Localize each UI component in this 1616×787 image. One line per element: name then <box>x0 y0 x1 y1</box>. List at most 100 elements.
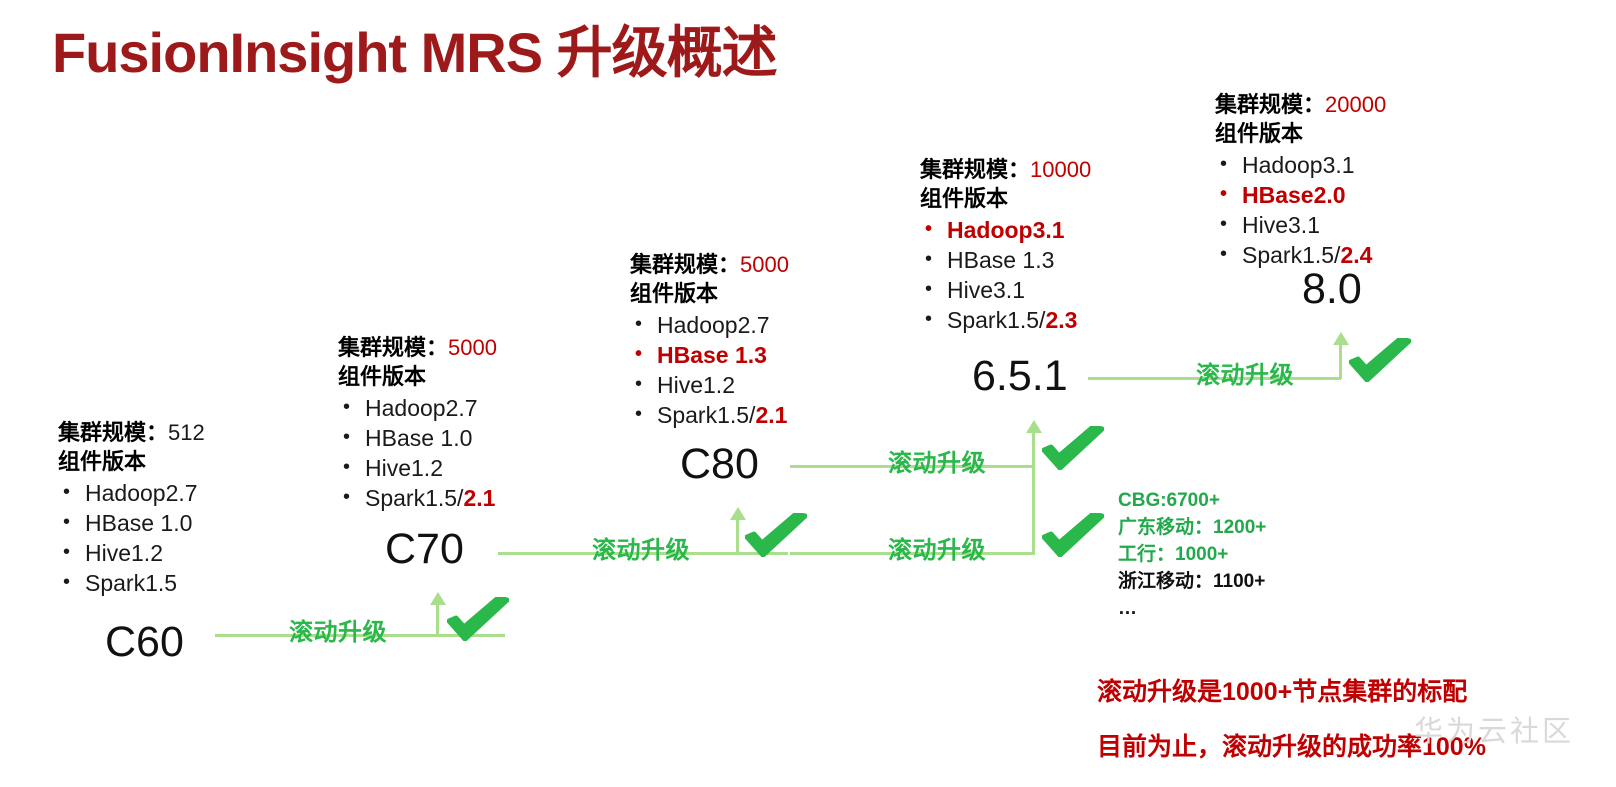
cluster-size-label: 集群规模： <box>630 252 741 277</box>
arrow-riser-651-80 <box>1339 344 1342 379</box>
arrow-head-c70-c80 <box>730 507 746 520</box>
check-icon-c70-c80 <box>744 511 808 558</box>
arrow-head-c60-c70 <box>430 592 446 605</box>
component-name: Hive3.1 <box>1242 212 1320 238</box>
component-name: Spark1.5/ <box>657 402 756 428</box>
arrow-line-c70-c80 <box>498 552 788 555</box>
cluster-size-line-651: 集群规模：10000 <box>920 155 1091 184</box>
list-item: HBase 1.3 <box>920 244 1091 275</box>
cluster-size-value: 20000 <box>1325 92 1387 117</box>
component-name: HBase 1.3 <box>657 342 767 368</box>
version-label-c70: C70 <box>385 525 464 573</box>
cluster-size-line-c70: 集群规模：5000 <box>338 333 497 362</box>
list-item: Spark1.5/2.1 <box>338 482 497 513</box>
note-rolling-upgrade-standard: 滚动升级是1000+节点集群的标配 <box>1097 678 1468 706</box>
component-name: Spark1.5/ <box>1242 242 1341 268</box>
stat-row: 工行：1000+ <box>1118 544 1229 565</box>
component-name: HBase2.0 <box>1242 182 1346 208</box>
list-item: HBase 1.0 <box>58 507 205 538</box>
transition-label-651-80-lower: 滚动升级 <box>888 537 986 564</box>
cluster-size-value: 10000 <box>1030 157 1092 182</box>
arrow-line-c80-651 <box>790 465 1035 468</box>
component-version-label-c80: 组件版本 <box>630 281 719 306</box>
list-item: Hive1.2 <box>630 369 789 400</box>
list-item: Hive1.2 <box>58 537 205 568</box>
component-list-651: Hadoop3.1 HBase 1.3 Hive3.1 Spark1.5/2.3 <box>920 214 1091 335</box>
check-icon-651-80-lower <box>1041 511 1105 558</box>
stat-row-ellipsis: … <box>1118 598 1137 619</box>
list-item: Spark1.5/2.4 <box>1215 239 1386 270</box>
arrow-head-651-80 <box>1333 332 1349 345</box>
list-item: Hive3.1 <box>920 274 1091 305</box>
cluster-size-line-c60: 集群规模：512 <box>58 418 205 447</box>
list-item: Hadoop2.7 <box>338 392 497 423</box>
note-success-rate: 目前为止，滚动升级的成功率100% <box>1097 733 1486 761</box>
stage-info-c80: 集群规模：5000 组件版本 Hadoop2.7 HBase 1.3 Hive1… <box>630 250 789 430</box>
version-label-c80: C80 <box>680 440 759 488</box>
component-list-c80: Hadoop2.7 HBase 1.3 Hive1.2 Spark1.5/2.1 <box>630 309 789 430</box>
transition-label-c60-c70: 滚动升级 <box>289 619 387 646</box>
check-icon-651-80 <box>1348 336 1412 383</box>
component-name: Spark1.5/ <box>947 307 1046 333</box>
component-version-highlight: 2.1 <box>755 402 788 428</box>
component-version-highlight: 2.4 <box>1340 242 1373 268</box>
list-item: Hadoop2.7 <box>58 477 205 508</box>
component-name: Hive1.2 <box>85 540 163 566</box>
stat-row: 广东移动：1200+ <box>1118 517 1267 538</box>
stage-info-c70: 集群规模：5000 组件版本 Hadoop2.7 HBase 1.0 Hive1… <box>338 333 497 513</box>
transition-label-c70-c80: 滚动升级 <box>592 537 690 564</box>
stage-info-c60: 集群规模：512 组件版本 Hadoop2.7 HBase 1.0 Hive1.… <box>58 418 205 598</box>
component-list-c70: Hadoop2.7 HBase 1.0 Hive1.2 Spark1.5/2.1 <box>338 392 497 513</box>
component-name: HBase 1.0 <box>365 425 473 451</box>
arrow-riser-c70-c80 <box>736 519 739 554</box>
cluster-size-label: 集群规模： <box>58 420 169 445</box>
component-name: Hive1.2 <box>657 372 735 398</box>
component-version-highlight: 2.1 <box>463 485 496 511</box>
stat-row: 浙江移动：1100+ <box>1118 571 1266 592</box>
watermark: 华为云社区 <box>1414 716 1575 748</box>
component-name: Hadoop2.7 <box>657 312 770 338</box>
component-name: Hive3.1 <box>947 277 1025 303</box>
component-name: HBase 1.3 <box>947 247 1055 273</box>
version-label-80: 8.0 <box>1302 265 1362 313</box>
cluster-size-value: 5000 <box>740 252 789 277</box>
customer-stats: CBG:6700+ 广东移动：1200+ 工行：1000+ 浙江移动：1100+… <box>1118 487 1266 622</box>
component-name: HBase 1.0 <box>85 510 193 536</box>
component-name: Hadoop2.7 <box>85 480 198 506</box>
component-list-80: Hadoop3.1 HBase2.0 Hive3.1 Spark1.5/2.4 <box>1215 149 1386 270</box>
list-item: Hive1.2 <box>338 452 497 483</box>
arrow-line-651-80 <box>1088 377 1341 380</box>
arrow-line-c60-c70 <box>215 634 505 637</box>
list-item: Spark1.5/2.3 <box>920 304 1091 335</box>
arrow-head-c80-651 <box>1026 420 1042 433</box>
stat-row: CBG:6700+ <box>1118 490 1220 511</box>
component-version-highlight: 2.3 <box>1045 307 1078 333</box>
component-name: Spark1.5 <box>85 570 178 596</box>
list-item: Hive3.1 <box>1215 209 1386 240</box>
component-name: Hive1.2 <box>365 455 443 481</box>
list-item: HBase 1.0 <box>338 422 497 453</box>
component-name: Hadoop2.7 <box>365 395 478 421</box>
stage-info-80: 集群规模：20000 组件版本 Hadoop3.1 HBase2.0 Hive3… <box>1215 90 1386 270</box>
version-label-651: 6.5.1 <box>972 352 1068 400</box>
cluster-size-label: 集群规模： <box>338 335 449 360</box>
component-version-label-80: 组件版本 <box>1215 121 1304 146</box>
list-item: Spark1.5/2.1 <box>630 399 789 430</box>
list-item: HBase2.0 <box>1215 179 1386 210</box>
component-version-label-c60: 组件版本 <box>58 449 147 474</box>
list-item: Hadoop3.1 <box>920 214 1091 245</box>
component-version-label-c70: 组件版本 <box>338 364 427 389</box>
version-label-c60: C60 <box>105 618 184 666</box>
component-list-c60: Hadoop2.7 HBase 1.0 Hive1.2 Spark1.5 <box>58 477 205 598</box>
stage-info-651: 集群规模：10000 组件版本 Hadoop3.1 HBase 1.3 Hive… <box>920 155 1091 335</box>
list-item: Spark1.5 <box>58 567 205 598</box>
cluster-size-label: 集群规模： <box>920 157 1031 182</box>
cluster-size-label: 集群规模： <box>1215 92 1326 117</box>
check-icon-c60-c70 <box>446 595 510 642</box>
list-item: Hadoop2.7 <box>630 309 789 340</box>
transition-label-c80-651: 滚动升级 <box>888 450 986 477</box>
component-name: Hadoop3.1 <box>947 217 1065 243</box>
cluster-size-line-80: 集群规模：20000 <box>1215 90 1386 119</box>
list-item: HBase 1.3 <box>630 339 789 370</box>
component-name: Hadoop3.1 <box>1242 152 1355 178</box>
